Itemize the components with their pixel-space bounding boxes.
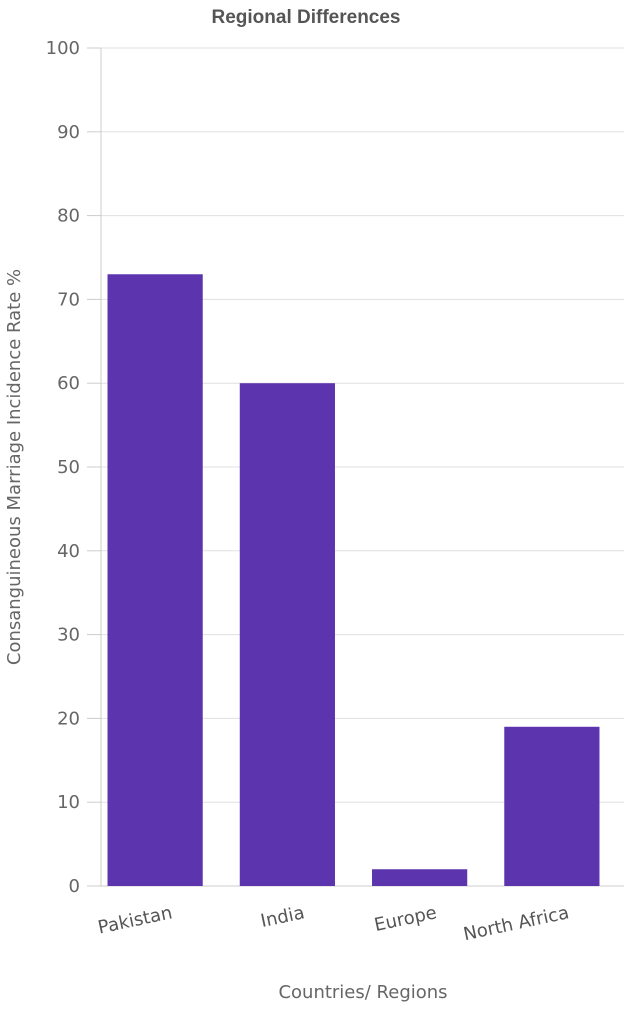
bar-europe <box>372 869 468 886</box>
y-tick-label-80: 80 <box>57 206 80 227</box>
y-tick-labels: 0 10 20 30 40 50 60 70 80 90 100 <box>46 38 80 897</box>
y-tick-label-70: 70 <box>57 289 80 310</box>
y-tick-label-0: 0 <box>69 876 80 897</box>
y-tick-label-20: 20 <box>57 708 80 729</box>
bar-north-africa <box>504 726 600 886</box>
x-tick-label-north-africa: North Africa <box>461 902 570 945</box>
x-tick-labels: Pakistan India Europe North Africa <box>96 902 571 945</box>
y-tick-label-30: 30 <box>57 625 80 646</box>
y-tick-label-40: 40 <box>57 541 80 562</box>
y-tick-label-10: 10 <box>57 792 80 813</box>
bar-india <box>239 383 335 886</box>
y-tick-label-100: 100 <box>46 38 80 59</box>
y-tick-label-90: 90 <box>57 122 80 143</box>
y-tick-label-50: 50 <box>57 457 80 478</box>
y-axis-label: Consanguineous Marriage Incidence Rate % <box>4 269 25 665</box>
x-tick-label-india: India <box>259 902 307 932</box>
bars <box>107 274 600 886</box>
y-tick-label-60: 60 <box>57 373 80 394</box>
x-tick-label-pakistan: Pakistan <box>96 902 174 938</box>
x-axis-label: Countries/ Regions <box>278 982 447 1003</box>
x-tick-label-europe: Europe <box>372 902 438 936</box>
chart-title: Regional Differences <box>212 7 401 28</box>
bar-pakistan <box>107 274 203 886</box>
